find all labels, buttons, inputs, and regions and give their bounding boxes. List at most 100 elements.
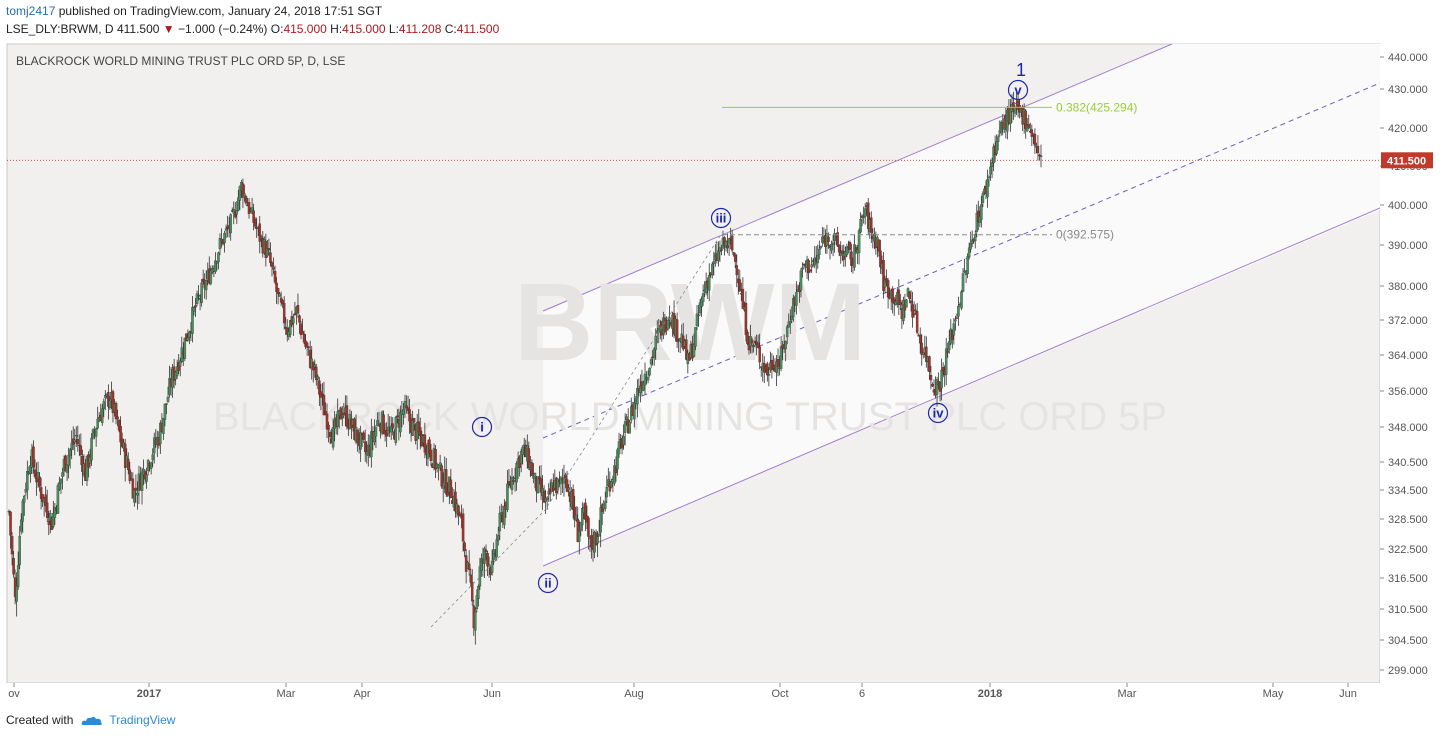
low-value: 411.208: [398, 22, 442, 36]
candle-up: [188, 331, 191, 338]
candle-up: [232, 209, 235, 214]
candle-up: [67, 455, 70, 466]
price-chart[interactable]: BRWM BLACKROCK WORLD MINING TRUST PLC ORD…: [0, 0, 1440, 700]
candle-up: [178, 360, 182, 367]
candle-down: [134, 487, 138, 491]
candle-up: [990, 162, 994, 167]
candle-up: [266, 248, 269, 257]
time-axis[interactable]: [7, 683, 1380, 700]
candle-down: [1036, 145, 1040, 154]
candle-up: [136, 493, 139, 496]
time-tick-label: Mar: [1118, 688, 1137, 700]
time-tick-label: Apr: [353, 688, 370, 700]
candle-down: [730, 235, 734, 251]
candle-up: [403, 401, 407, 409]
candle-up: [237, 197, 240, 211]
candle-up: [341, 416, 344, 418]
candle-down: [746, 331, 749, 344]
candle-up: [813, 257, 816, 266]
candle-up: [102, 401, 106, 409]
candle-up: [574, 514, 578, 521]
tradingview-link[interactable]: TradingView: [109, 713, 176, 727]
price-tick-label: 364.000: [1388, 350, 1428, 362]
candle-down: [854, 247, 858, 251]
candle-up: [883, 279, 887, 288]
candle-up: [224, 228, 228, 231]
candle-up: [649, 359, 653, 365]
candle-up: [974, 234, 977, 242]
candle-up: [935, 379, 939, 395]
candle-up: [604, 501, 607, 509]
candle-up: [646, 376, 650, 381]
candle-up: [377, 422, 381, 425]
candle-down: [808, 269, 812, 272]
candle-up: [85, 455, 89, 481]
candle-down: [286, 327, 289, 335]
candle-down: [463, 542, 466, 552]
candle-down: [467, 563, 471, 571]
candle-down: [305, 342, 309, 348]
price-axis[interactable]: [1380, 44, 1440, 683]
candle-up: [625, 416, 628, 420]
candle-down: [318, 380, 321, 395]
wave-label-circle: [1007, 79, 1029, 101]
candle-up: [192, 307, 196, 312]
candle-up: [799, 270, 803, 291]
candle-down: [128, 469, 132, 481]
candle-up: [521, 446, 524, 456]
candle-down: [302, 333, 306, 343]
wave-label-iv: iv: [933, 406, 945, 421]
candle-down: [419, 427, 422, 436]
candle-down: [931, 384, 934, 387]
candle-up: [359, 432, 362, 450]
candle-down: [776, 359, 780, 368]
candle-up: [515, 463, 518, 483]
candle-down: [1038, 154, 1041, 157]
candle-up: [845, 247, 849, 256]
candle-down: [741, 288, 745, 309]
high-label: H:: [330, 22, 343, 36]
price-tick-label: 328.500: [1388, 514, 1428, 526]
candle-up: [654, 335, 657, 350]
candle-up: [801, 267, 804, 270]
symbol-label: LSE_DLY:BRWM, D: [6, 22, 114, 36]
candle-down: [76, 439, 80, 445]
candle-down: [247, 202, 251, 214]
candle-up: [243, 193, 246, 198]
high-value: 415.000: [342, 22, 386, 36]
time-tick-label: May: [1263, 688, 1284, 700]
candle-up: [914, 309, 917, 312]
candle-up: [96, 418, 99, 429]
candle-up: [831, 242, 835, 245]
candle-down: [241, 183, 245, 198]
candle-down: [434, 449, 437, 470]
candle-down: [571, 489, 575, 510]
author-link[interactable]: tomj2417: [6, 4, 56, 18]
candle-up: [19, 519, 23, 532]
candle-down: [909, 300, 913, 304]
candle-up: [204, 279, 208, 291]
candle-up: [819, 245, 823, 249]
candle-down: [937, 380, 940, 386]
price-tick-label: 310.500: [1388, 604, 1428, 616]
candle-down: [342, 412, 346, 416]
candle-down: [440, 465, 443, 487]
candle-down: [484, 549, 488, 552]
candle-down: [269, 252, 272, 263]
candle-up: [214, 260, 217, 272]
candle-down: [116, 416, 119, 420]
candle-down: [1012, 102, 1015, 111]
price-tick-label: 340.500: [1388, 457, 1428, 469]
candle-up: [752, 344, 755, 347]
candle-up: [490, 560, 494, 573]
candle-down: [165, 403, 168, 405]
down-arrow-icon: ▼: [162, 22, 175, 36]
candle-up: [969, 243, 972, 250]
candle-down: [1030, 129, 1034, 137]
candle-down: [417, 421, 420, 432]
candle-up: [480, 558, 483, 571]
candle-down: [892, 298, 896, 304]
candle-up: [692, 344, 696, 357]
candle-down: [899, 300, 902, 305]
candle-down: [720, 249, 723, 251]
